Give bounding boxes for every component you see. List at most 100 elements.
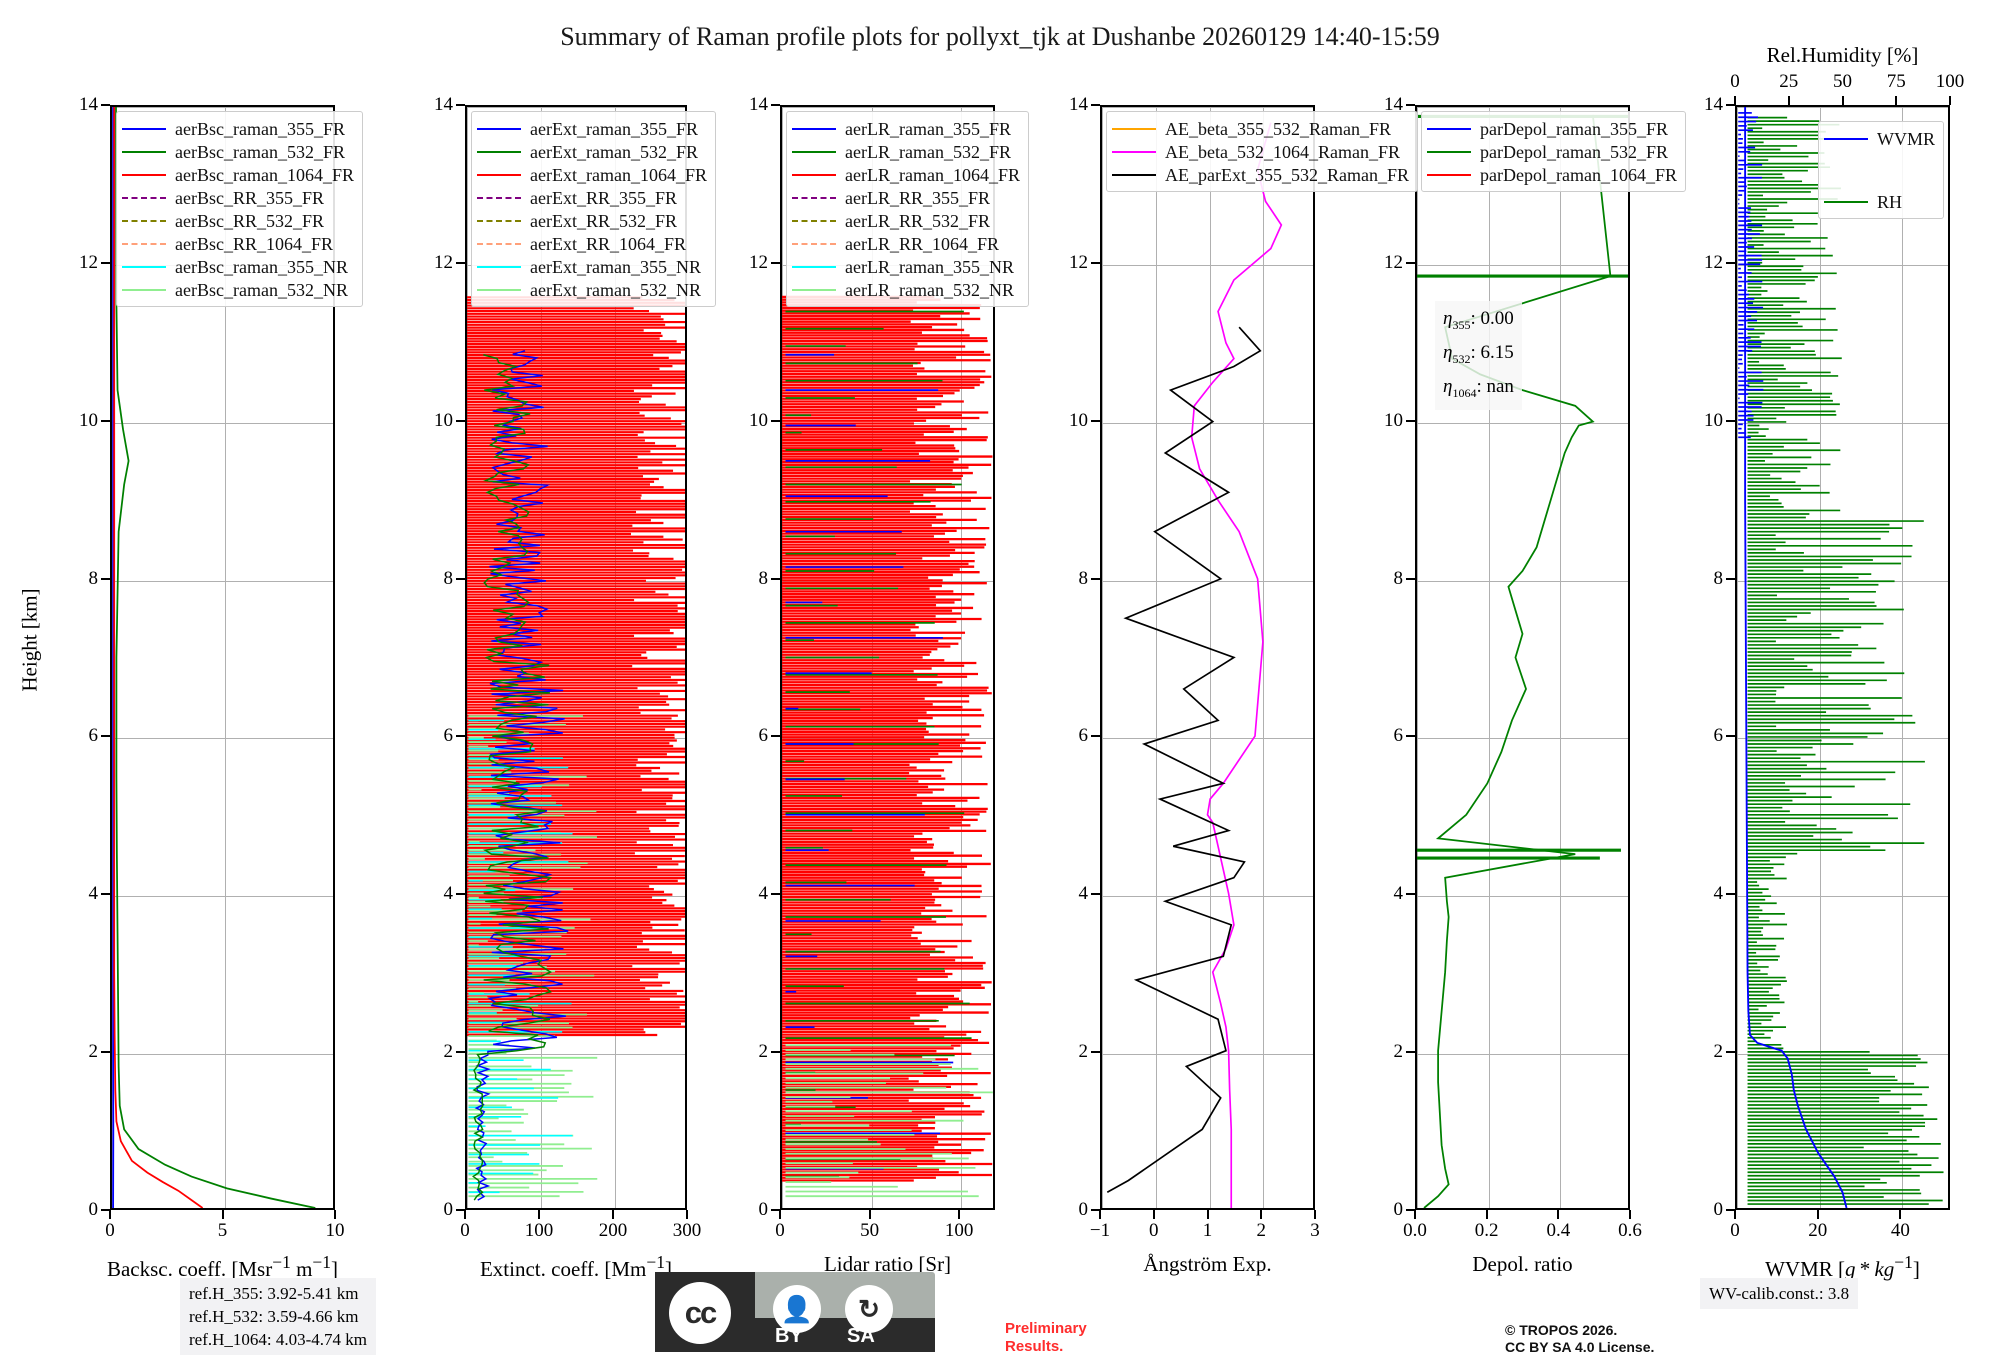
legend-line-swatch-icon [1112,127,1156,130]
y-tick-label: 2 [88,1041,99,1063]
y-tick-mark [456,104,465,106]
y-tick-mark [1726,261,1735,264]
plot-area-angstrom [1100,105,1315,1210]
creative-commons-badge[interactable]: cc 👤 ↻ BY SA [655,1272,935,1352]
legend-item[interactable]: aerLR_RR_532_FR [792,209,1020,232]
legend-item[interactable]: aerExt_raman_355_FR [477,117,707,140]
legend-line-swatch-icon [792,150,836,153]
y-tick-label: 8 [88,567,99,589]
legend-item[interactable]: AE_parExt_355_532_Raman_FR [1112,163,1409,186]
legend-item-label: parDepol_raman_1064_FR [1480,164,1677,185]
y-tick-mark [1726,419,1735,422]
x-tick-mark [1260,1210,1263,1219]
cc-by-person-icon: 👤 [773,1285,821,1333]
y-tick-label: 10 [1704,409,1723,431]
y-tick-mark [456,893,465,896]
x-tick-label: −1 [1089,1220,1111,1241]
x-tick-mark [1734,1210,1736,1219]
legend-item[interactable]: aerBsc_RR_1064_FR [122,232,354,255]
legend-angstrom[interactable]: AE_beta_355_532_Raman_FR AE_beta_532_1064… [1106,111,1418,192]
legend-item[interactable]: aerBsc_raman_355_FR [122,117,354,140]
legend-item[interactable]: aerLR_raman_532_FR [792,140,1020,163]
legend-item[interactable]: aerLR_raman_355_FR [792,117,1020,140]
legend-line-swatch-icon [792,196,836,199]
wv-calibration-box: WV-calib.const.: 3.8 [1700,1278,1859,1309]
legend-item[interactable]: parDepol_raman_532_FR [1427,140,1677,163]
y-tick-label: 8 [443,567,454,589]
legend-item[interactable]: aerLR_raman_355_NR [792,255,1020,278]
y-tick-label: 8 [1078,567,1089,589]
y-tick-mark [1726,1209,1735,1211]
gridline-horizontal [1737,896,1948,898]
x-tick-mark [1557,1210,1560,1219]
x-tick-label: 50 [860,1220,880,1241]
gridline-horizontal [467,107,685,108]
legend-item[interactable]: aerBsc_raman_532_NR [122,278,354,301]
top-x-tick-label: 50 [1833,71,1852,92]
legend-item[interactable]: aerExt_raman_1064_FR [477,163,707,186]
legend-item[interactable]: aerExt_RR_355_FR [477,186,707,209]
y-tick-mark [771,104,780,106]
legend-item[interactable]: aerExt_raman_532_FR [477,140,707,163]
panel-depolarization: 0 2 4 6 8 10 12 14 0.0 0.2 0.4 0.6 Depol. ratio parDe… [1384,94,1686,1276]
legend-extinction[interactable]: aerExt_raman_355_FR aerExt_raman_532_FR ae… [471,111,716,307]
x-axis-label-backscatter: Backsc. coeff. [Msr−1 m−1] [106,1252,339,1281]
y-tick-label: 2 [1078,1041,1089,1063]
legend-item[interactable]: aerLR_RR_1064_FR [792,232,1020,255]
legend-item-label: aerLR_RR_532_FR [845,210,991,231]
legend-item[interactable]: aerBsc_RR_532_FR [122,209,354,232]
x-axis-label-angstrom: Ångström Exp. [1143,1252,1272,1276]
x-tick-mark [1152,1210,1155,1219]
legend-item[interactable]: AE_beta_355_532_Raman_FR [1112,117,1409,140]
legend-item[interactable]: aerExt_RR_1064_FR [477,232,707,255]
legend-lidar-ratio[interactable]: aerLR_raman_355_FR aerLR_raman_532_FR aerL… [786,111,1029,307]
legend-item[interactable]: aerLR_raman_532_NR [792,278,1020,301]
legend-item[interactable]: aerBsc_RR_355_FR [122,186,354,209]
legend-item[interactable]: parDepol_raman_355_FR [1427,117,1677,140]
legend-item[interactable]: RH [1824,190,1935,213]
legend-item[interactable]: aerBsc_raman_532_FR [122,140,354,163]
y-tick-label: 0 [88,1199,99,1220]
legend-item[interactable]: WVMR [1824,127,1935,150]
y-tick-mark [1726,1051,1735,1054]
legend-line-swatch-icon [1112,173,1156,176]
x-tick-label: 0.4 [1546,1220,1571,1241]
legend-item[interactable]: aerLR_RR_355_FR [792,186,1020,209]
legend-line-swatch-icon [477,288,521,291]
legend-item[interactable]: aerBsc_raman_355_NR [122,255,354,278]
legend-line-swatch-icon [477,127,521,130]
y-tick-mark [456,735,465,738]
y-tick-label: 10 [1069,409,1088,431]
y-tick-label: 0 [1713,1199,1724,1220]
legend-backscatter[interactable]: aerBsc_raman_355_FR aerBsc_raman_532_FR ae… [116,111,363,307]
panel-backscatter: 0 2 4 6 8 10 12 14 0 5 10 Backsc. coeff. [Msr−1 m−1… [79,94,363,1281]
reference-heights-box: ref.H_355: 3.92-5.41 km ref.H_532: 3.59-… [180,1278,377,1355]
legend-line-swatch-icon [477,196,521,199]
gridline-horizontal [1417,422,1628,424]
legend-item[interactable]: aerExt_RR_532_FR [477,209,707,232]
y-tick-mark [1091,893,1100,896]
legend-item[interactable]: aerBsc_raman_1064_FR [122,163,354,186]
y-tick-mark [456,419,465,422]
legend-item-label: AE_parExt_355_532_Raman_FR [1165,164,1409,185]
cc-logo-icon: cc [669,1282,731,1344]
x-tick-mark [1899,1210,1902,1219]
y-tick-mark [101,1051,110,1054]
legend-item[interactable]: aerExt_raman_355_NR [477,255,707,278]
y-tick-mark [101,735,110,738]
legend-depolarization[interactable]: parDepol_raman_355_FR parDepol_raman_532_… [1421,111,1686,192]
legend-item-label: aerBsc_raman_532_NR [175,279,348,300]
gridline-horizontal [112,1054,333,1056]
y-tick-mark [1091,419,1100,422]
y-tick-mark [771,1209,780,1211]
legend-item[interactable]: AE_beta_532_1064_Raman_FR [1112,140,1409,163]
gridline-horizontal [1102,264,1313,266]
legend-item[interactable]: aerExt_raman_532_NR [477,278,707,301]
legend-line-swatch-icon [122,196,166,199]
legend-wvmr-rh[interactable]: WVMR RH [1818,121,1944,219]
x-tick-label: 20 [1808,1220,1828,1241]
legend-item[interactable]: parDepol_raman_1064_FR [1427,163,1677,186]
copyright-notice: © TROPOS 2026. CC BY SA 4.0 License. [1505,1322,1654,1356]
legend-item[interactable]: aerLR_raman_1064_FR [792,163,1020,186]
top-x-tick-mark [1949,96,1951,105]
